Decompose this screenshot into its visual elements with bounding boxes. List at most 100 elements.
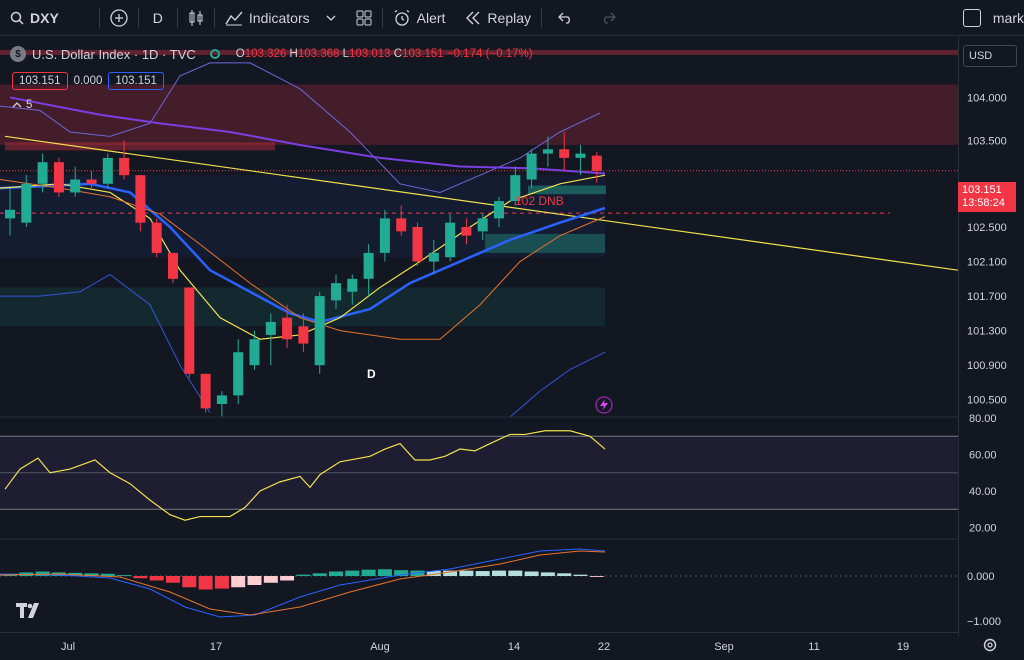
rsi-axis-label: 80.00 — [969, 413, 997, 425]
candle-body — [428, 252, 439, 262]
collapsed-count: 5 — [26, 99, 33, 111]
support-block — [528, 185, 606, 195]
macd-histogram-bar — [540, 572, 555, 576]
macd-histogram-bar — [394, 570, 409, 576]
interval-button[interactable]: D — [139, 0, 177, 36]
add-circle-icon — [110, 8, 128, 27]
macd-histogram-bar — [377, 569, 392, 576]
replay-button[interactable]: Replay — [455, 0, 541, 36]
rsi-axis-label: 60.00 — [969, 450, 997, 462]
candle-body — [445, 222, 456, 258]
indicators-label: Indicators — [248, 9, 310, 26]
candle-body — [363, 252, 374, 279]
chevron-up-icon — [12, 102, 22, 108]
time-axis-label: Sep — [714, 641, 734, 653]
candle-body — [119, 157, 130, 176]
chart-type-button[interactable] — [178, 0, 214, 36]
indicators-button[interactable]: Indicators — [215, 0, 346, 36]
right-toolbar-item[interactable]: mark — [953, 0, 1024, 36]
symbol-label: DXY — [30, 9, 59, 26]
undo-icon — [558, 12, 570, 24]
macd-histogram-bar — [133, 576, 148, 579]
macd-histogram-bar — [459, 570, 474, 576]
candle-body — [559, 149, 570, 158]
price-chart[interactable]: 102 DNB D — [0, 37, 959, 637]
macd-histogram-bar — [524, 571, 539, 576]
macd-histogram-bar — [100, 573, 115, 576]
indicator-values-row: 103.151 0.000 103.151 — [12, 72, 164, 90]
compare-button[interactable] — [100, 0, 138, 36]
right-toolbar-text: mark — [992, 9, 1024, 26]
macd-histogram-bar — [329, 571, 343, 576]
chevron-down-icon[interactable] — [326, 14, 336, 22]
macd-histogram-bar — [475, 571, 490, 576]
candle-body — [542, 149, 553, 154]
indicator-value-3: 103.151 — [108, 72, 164, 90]
currency-select[interactable]: USD — [963, 45, 1017, 67]
demand-zone — [0, 287, 605, 327]
open-label: O — [235, 48, 245, 60]
low-label: L — [342, 48, 349, 60]
price-axis-label: 103.500 — [967, 136, 1007, 148]
indicator-value-1: 103.151 — [12, 72, 68, 90]
candle-body — [526, 153, 537, 180]
time-axis-label: 19 — [897, 641, 909, 653]
indicators-collapse-toggle[interactable]: 5 — [12, 99, 32, 111]
time-axis[interactable]: Jul 17 Aug 14 22 Sep 11 19 — [0, 632, 958, 660]
symbol-search[interactable]: DXY — [0, 0, 69, 36]
close-label: C — [393, 48, 403, 60]
checkbox-icon[interactable] — [962, 8, 981, 27]
price-axis-labels: 104.500104.000103.500102.500102.100101.7… — [967, 49, 1007, 628]
chart-area[interactable]: 102 DNB D — [0, 37, 959, 637]
change-value: −0.174 (−0.17%) — [446, 48, 533, 60]
flash-icon — [595, 396, 613, 414]
candle-body — [396, 218, 407, 232]
candle-body — [331, 283, 341, 301]
tradingview-logo[interactable] — [16, 602, 44, 625]
macd-histogram-bar — [214, 576, 229, 589]
candle-body — [477, 218, 488, 232]
flash-icon-bolt — [600, 399, 608, 411]
divider — [137, 7, 139, 28]
lower-band-right — [509, 351, 606, 418]
candle-body — [86, 179, 97, 184]
alarm-clock-icon — [394, 9, 410, 26]
candle-body — [184, 287, 195, 374]
current-price-tag: 103.151 13:58:24 — [958, 182, 1016, 212]
candle-body — [200, 373, 211, 409]
candle-body — [314, 296, 325, 366]
undo-button[interactable] — [542, 0, 590, 36]
dnb-annotation: 102 DNB — [515, 194, 564, 208]
macd-axis-label: 0.000 — [967, 571, 995, 583]
macd-histogram-bar — [166, 576, 180, 583]
macd-histogram-bar — [361, 569, 376, 576]
candle-body — [510, 175, 521, 202]
tradingview-logo-icon — [16, 603, 39, 618]
templates-button[interactable] — [346, 0, 382, 36]
macd-histogram-bar — [508, 570, 523, 576]
candle-body — [216, 395, 227, 405]
alert-button[interactable]: Alert — [383, 0, 456, 36]
time-axis-label: Aug — [370, 641, 390, 653]
legend-title[interactable]: U.S. Dollar Index · 1D · TVC — [32, 46, 196, 62]
ohlc-values: O103.326 H103.368 L103.013 C103.151 −0.1… — [236, 48, 533, 60]
divider — [541, 7, 543, 28]
macd-histogram-bar — [557, 573, 572, 576]
macd-histogram-bar — [345, 570, 360, 576]
lower-band — [0, 273, 211, 413]
currency-label: USD — [969, 50, 993, 62]
candle-body — [249, 339, 260, 366]
price-axis[interactable]: 104.500104.000103.500102.500102.100101.7… — [958, 37, 1024, 637]
redo-button[interactable] — [590, 0, 626, 36]
indicator-value-2: 0.000 — [73, 75, 103, 87]
rsi-line — [4, 430, 606, 521]
top-toolbar: DXY D Indicators Alert Replay mark — [0, 0, 1024, 36]
time-axis-label: 22 — [598, 641, 610, 653]
candles-icon — [189, 9, 203, 26]
close-value: 103.151 — [402, 48, 444, 60]
macd-histogram-bar — [84, 573, 99, 576]
macd-axis-label: −1.000 — [967, 616, 1001, 628]
candle-body — [298, 326, 309, 344]
market-status-icon — [209, 49, 220, 59]
settings-button[interactable] — [982, 637, 998, 658]
